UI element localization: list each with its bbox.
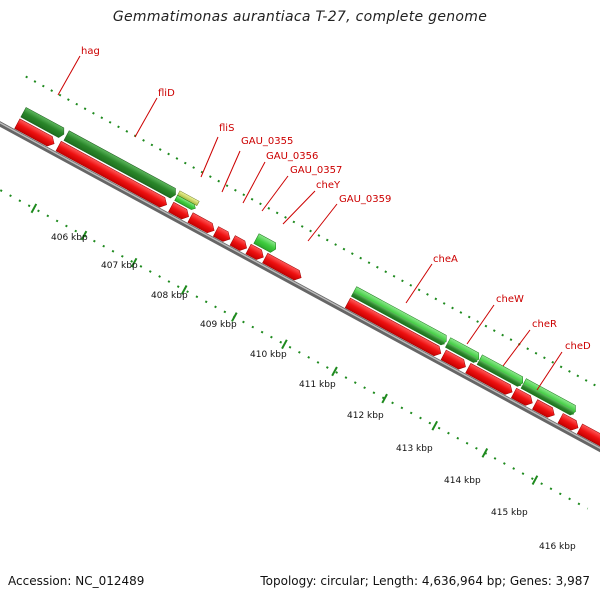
forward-strand-genes bbox=[20, 107, 576, 416]
red-gene-7 bbox=[245, 243, 264, 260]
map-title: Gemmatimonas aurantiaca T-27, complete g… bbox=[112, 9, 488, 25]
tick-label-406: 406 kbp bbox=[51, 233, 88, 243]
label-leaders bbox=[57, 55, 563, 391]
red-gene-11 bbox=[465, 363, 513, 395]
genome-summary-text: Topology: circular; Length: 4,636,964 bp… bbox=[260, 574, 590, 588]
red-gene-12 bbox=[510, 387, 533, 406]
tick-label-408: 408 kbp bbox=[151, 291, 188, 301]
red-gene-4 bbox=[187, 212, 215, 234]
gene-label-gau0356: GAU_0356 bbox=[266, 151, 318, 162]
red-gene-15 bbox=[576, 423, 600, 456]
gene-label-fliS: fliS bbox=[219, 123, 234, 134]
tick-label-411: 411 kbp bbox=[299, 380, 336, 390]
position-tick-labels: 406 kbp 407 kbp 408 kbp 409 kbp 410 kbp … bbox=[51, 233, 576, 552]
tick-label-410: 410 kbp bbox=[250, 350, 287, 360]
red-gene-10 bbox=[440, 349, 466, 370]
red-gene-1 bbox=[14, 118, 55, 147]
gene-fliD bbox=[63, 130, 176, 199]
red-gene-13 bbox=[532, 399, 555, 418]
red-gene-8 bbox=[262, 252, 302, 281]
gene-label-cheY: cheY bbox=[316, 180, 341, 191]
tick-label-415: 415 kbp bbox=[491, 508, 528, 518]
accession-text: Accession: NC_012489 bbox=[8, 574, 145, 588]
gene-label-cheR: cheR bbox=[532, 319, 557, 330]
tick-label-416: 416 kbp bbox=[539, 542, 576, 552]
major-ticks bbox=[30, 203, 539, 485]
gene-label-gau0359: GAU_0359 bbox=[339, 194, 391, 205]
gene-label-fliD: fliD bbox=[158, 88, 175, 99]
tick-label-412: 412 kbp bbox=[347, 411, 384, 421]
tick-label-414: 414 kbp bbox=[444, 476, 481, 486]
tick-label-409: 409 kbp bbox=[200, 320, 237, 330]
gene-label-gau0357: GAU_0357 bbox=[290, 165, 342, 176]
gene-label-cheD: cheD bbox=[565, 341, 591, 352]
red-gene-2 bbox=[55, 140, 167, 208]
outer-tick-track bbox=[25, 75, 600, 412]
tick-label-413: 413 kbp bbox=[396, 444, 433, 454]
red-gene-6 bbox=[229, 235, 247, 251]
gene-fliS bbox=[174, 194, 196, 210]
gene-labels: hag fliD fliS GAU_0355 GAU_0356 GAU_0357… bbox=[81, 46, 591, 352]
genome-backbone bbox=[0, 119, 600, 463]
gene-cheY bbox=[253, 233, 276, 253]
red-gene-14 bbox=[557, 413, 579, 431]
red-gene-5 bbox=[212, 226, 231, 242]
red-gene-9 bbox=[344, 297, 442, 357]
gene-label-cheA: cheA bbox=[433, 254, 458, 265]
gene-label-cheW: cheW bbox=[496, 294, 524, 305]
inner-tick-track bbox=[0, 174, 589, 510]
gene-label-hag: hag bbox=[81, 46, 100, 57]
gene-label-gau0355: GAU_0355 bbox=[241, 136, 293, 147]
tick-label-407: 407 kbp bbox=[101, 261, 138, 271]
gene-hag bbox=[20, 107, 65, 138]
red-gene-3 bbox=[168, 201, 189, 220]
reverse-strand-genes bbox=[14, 118, 600, 456]
